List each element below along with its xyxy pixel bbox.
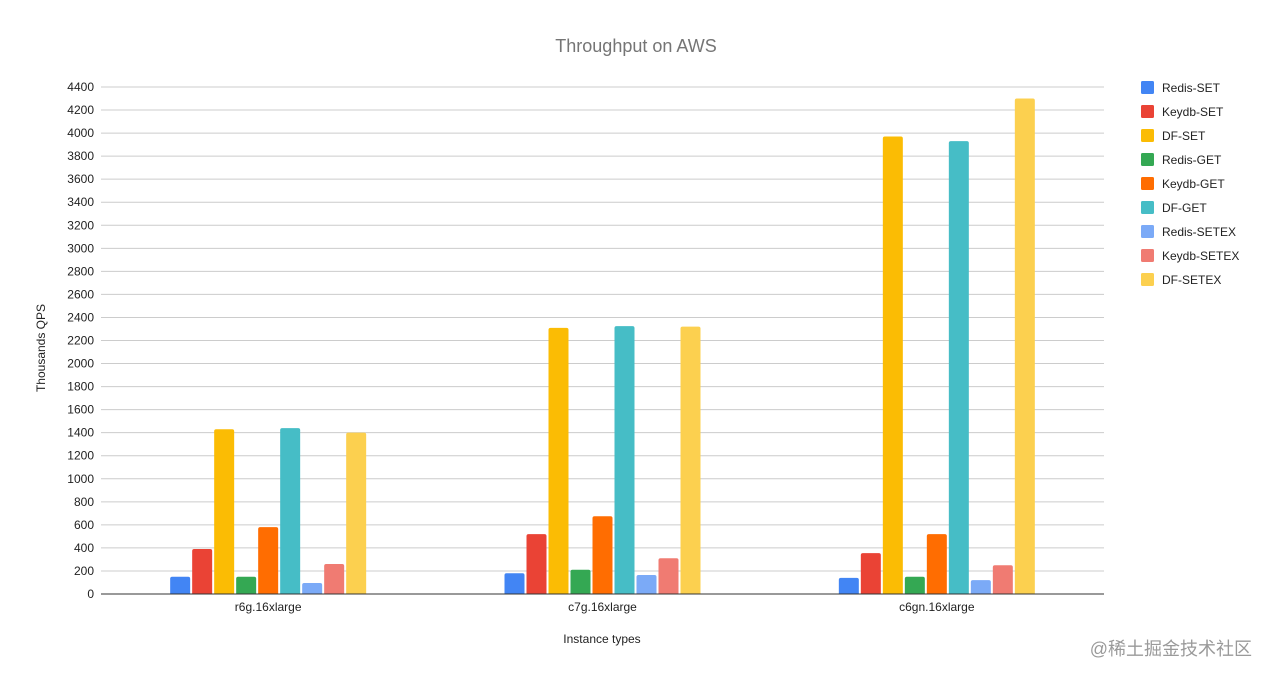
y-tick-label: 4400 xyxy=(67,80,94,94)
y-tick-label: 3200 xyxy=(67,218,94,232)
legend-item-keydb-setex: Keydb-SETEX xyxy=(1141,249,1239,263)
x-axis-ticks: r6g.16xlarge c7g.16xlarge c6gn.16xlarge xyxy=(235,600,975,614)
bars xyxy=(170,98,1035,595)
bar-df-get-c7g-16xlarge xyxy=(614,326,635,594)
y-tick-label: 3000 xyxy=(67,241,94,255)
bar-redis-get-r6g-16xlarge xyxy=(236,576,257,594)
x-tick-label: r6g.16xlarge xyxy=(235,600,302,614)
bar-df-get-c6gn-16xlarge xyxy=(948,141,969,595)
bar-keydb-get-c7g-16xlarge xyxy=(592,516,613,594)
legend-item-redis-setex: Redis-SETEX xyxy=(1141,225,1236,239)
y-tick-label: 1800 xyxy=(67,380,94,394)
y-tick-label: 2600 xyxy=(67,287,94,301)
legend-item-keydb-get: Keydb-GET xyxy=(1141,177,1225,191)
bar-redis-set-c7g-16xlarge xyxy=(504,573,525,594)
legend-item-keydb-set: Keydb-SET xyxy=(1141,105,1224,119)
legend-label: DF-SET xyxy=(1162,129,1206,143)
legend: Redis-SET Keydb-SET DF-SET Redis-GET Keydb-G… xyxy=(1141,81,1239,287)
bar-df-set-c7g-16xlarge xyxy=(548,327,569,594)
legend-swatch xyxy=(1141,129,1154,142)
legend-item-df-get: DF-GET xyxy=(1141,201,1207,215)
y-tick-label: 3600 xyxy=(67,172,94,186)
bar-keydb-setex-c6gn-16xlarge xyxy=(992,565,1013,594)
legend-swatch xyxy=(1141,249,1154,262)
y-tick-label: 3800 xyxy=(67,149,94,163)
x-axis-label: Instance types xyxy=(563,632,640,646)
y-axis-ticks: 0 200 400 600 800 1000 1200 1400 1600 1800 2000 220… xyxy=(67,80,94,601)
legend-item-df-setex: DF-SETEX xyxy=(1141,273,1221,287)
legend-swatch xyxy=(1141,201,1154,214)
chart-title: Throughput on AWS xyxy=(555,36,716,56)
bar-redis-get-c6gn-16xlarge xyxy=(904,576,925,594)
bar-redis-set-r6g-16xlarge xyxy=(170,576,191,594)
legend-label: Keydb-GET xyxy=(1162,177,1225,191)
legend-label: Keydb-SET xyxy=(1162,105,1224,119)
y-tick-label: 1000 xyxy=(67,472,94,486)
bar-redis-setex-c7g-16xlarge xyxy=(636,574,657,594)
y-tick-label: 2800 xyxy=(67,264,94,278)
y-tick-label: 0 xyxy=(87,587,94,601)
bar-redis-get-c7g-16xlarge xyxy=(570,569,591,594)
bar-df-set-r6g-16xlarge xyxy=(214,429,235,594)
x-tick-label: c7g.16xlarge xyxy=(568,600,637,614)
bar-keydb-set-c7g-16xlarge xyxy=(526,534,547,594)
watermark: @稀土掘金技术社区 xyxy=(1090,639,1252,659)
y-tick-label: 200 xyxy=(74,564,94,578)
legend-item-df-set: DF-SET xyxy=(1141,129,1206,143)
y-tick-label: 3400 xyxy=(67,195,94,209)
y-tick-label: 1400 xyxy=(67,426,94,440)
legend-item-redis-get: Redis-GET xyxy=(1141,153,1222,167)
y-tick-label: 1600 xyxy=(67,403,94,417)
bar-df-setex-c7g-16xlarge xyxy=(680,326,701,594)
legend-swatch xyxy=(1141,105,1154,118)
bar-redis-set-c6gn-16xlarge xyxy=(838,577,859,594)
legend-swatch xyxy=(1141,153,1154,166)
x-tick-label: c6gn.16xlarge xyxy=(899,600,975,614)
y-tick-label: 4000 xyxy=(67,126,94,140)
y-axis-label: Thousands QPS xyxy=(34,304,48,392)
legend-item-redis-set: Redis-SET xyxy=(1141,81,1221,95)
bar-keydb-setex-c7g-16xlarge xyxy=(658,558,679,594)
bar-df-setex-r6g-16xlarge xyxy=(346,432,367,594)
legend-label: DF-SETEX xyxy=(1162,273,1221,287)
gridlines xyxy=(101,86,1104,572)
bar-keydb-setex-r6g-16xlarge xyxy=(324,564,345,594)
bar-redis-setex-r6g-16xlarge xyxy=(302,583,323,594)
legend-swatch xyxy=(1141,81,1154,94)
bar-keydb-get-r6g-16xlarge xyxy=(258,527,279,594)
bar-redis-setex-c6gn-16xlarge xyxy=(970,580,991,594)
bar-keydb-set-c6gn-16xlarge xyxy=(860,553,881,594)
bar-keydb-set-r6g-16xlarge xyxy=(192,549,213,594)
y-tick-label: 400 xyxy=(74,541,94,555)
y-tick-label: 1200 xyxy=(67,449,94,463)
bar-df-get-r6g-16xlarge xyxy=(280,428,301,594)
bar-df-set-c6gn-16xlarge xyxy=(882,136,903,594)
bar-keydb-get-c6gn-16xlarge xyxy=(926,534,947,594)
y-tick-label: 4200 xyxy=(67,103,94,117)
legend-label: Keydb-SETEX xyxy=(1162,249,1239,263)
legend-swatch xyxy=(1141,273,1154,286)
y-tick-label: 600 xyxy=(74,518,94,532)
legend-label: Redis-SET xyxy=(1162,81,1221,95)
y-tick-label: 2000 xyxy=(67,357,94,371)
bar-df-setex-c6gn-16xlarge xyxy=(1014,98,1035,594)
legend-label: Redis-GET xyxy=(1162,153,1222,167)
legend-label: Redis-SETEX xyxy=(1162,225,1236,239)
legend-label: DF-GET xyxy=(1162,201,1207,215)
legend-swatch xyxy=(1141,177,1154,190)
y-tick-label: 2400 xyxy=(67,310,94,324)
y-tick-label: 2200 xyxy=(67,334,94,348)
legend-swatch xyxy=(1141,225,1154,238)
y-tick-label: 800 xyxy=(74,495,94,509)
